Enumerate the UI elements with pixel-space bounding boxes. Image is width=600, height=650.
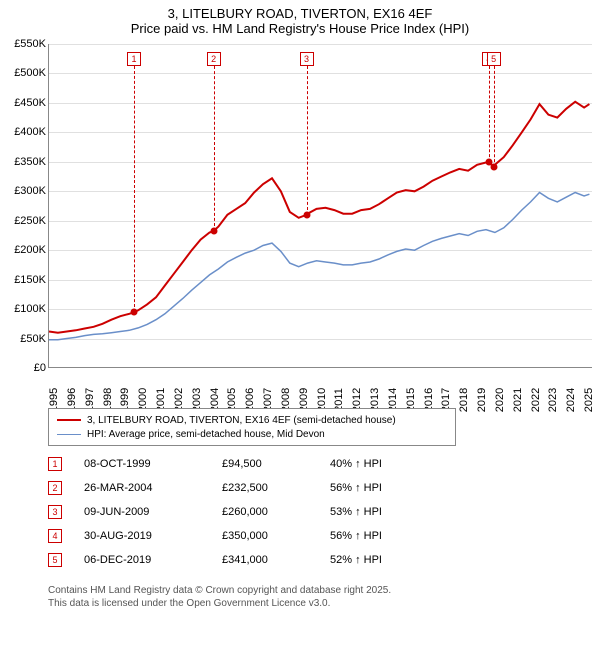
marker-dash-line: [307, 66, 308, 215]
marker-dot: [303, 211, 310, 218]
hpi-delta: 40% ↑ HPI: [330, 458, 430, 470]
series-line: [49, 193, 589, 340]
y-tick-label: £250K: [4, 215, 46, 227]
sale-date: 09-JUN-2009: [84, 506, 222, 518]
title-line-2: Price paid vs. HM Land Registry's House …: [0, 21, 600, 36]
row-number-box: 4: [48, 529, 62, 543]
y-tick-label: £450K: [4, 97, 46, 109]
table-row: 3 09-JUN-2009£260,00053% ↑ HPI: [48, 500, 430, 524]
y-tick-label: £100K: [4, 303, 46, 315]
sale-price: £232,500: [222, 482, 330, 494]
legend-swatch: [57, 434, 81, 435]
row-number-box: 3: [48, 505, 62, 519]
footer-line-1: Contains HM Land Registry data © Crown c…: [48, 584, 391, 597]
row-number-box: 5: [48, 553, 62, 567]
legend-label: 3, LITELBURY ROAD, TIVERTON, EX16 4EF (s…: [87, 415, 396, 426]
marker-number-box: 5: [487, 52, 501, 66]
marker-dash-line: [489, 66, 490, 162]
row-number-box: 2: [48, 481, 62, 495]
legend-item: 3, LITELBURY ROAD, TIVERTON, EX16 4EF (s…: [57, 413, 447, 427]
sale-date: 08-OCT-1999: [84, 458, 222, 470]
hpi-delta: 56% ↑ HPI: [330, 530, 430, 542]
y-tick-label: £200K: [4, 244, 46, 256]
footer-line-2: This data is licensed under the Open Gov…: [48, 597, 391, 610]
line-series: [49, 44, 593, 368]
x-tick-label: 2019: [476, 388, 488, 412]
y-tick-label: £150K: [4, 274, 46, 286]
marker-dash-line: [134, 66, 135, 312]
x-tick-label: 2023: [547, 388, 559, 412]
sale-date: 06-DEC-2019: [84, 554, 222, 566]
sale-date: 26-MAR-2004: [84, 482, 222, 494]
x-tick-label: 2018: [458, 388, 470, 412]
x-tick-label: 2022: [530, 388, 542, 412]
y-tick-label: £550K: [4, 38, 46, 50]
y-tick-label: £400K: [4, 126, 46, 138]
hpi-delta: 56% ↑ HPI: [330, 482, 430, 494]
x-tick-label: 2025: [583, 388, 595, 412]
sale-price: £260,000: [222, 506, 330, 518]
legend: 3, LITELBURY ROAD, TIVERTON, EX16 4EF (s…: [48, 408, 456, 446]
marker-number-box: 1: [127, 52, 141, 66]
plot-area: 12345: [48, 44, 592, 368]
sale-price: £341,000: [222, 554, 330, 566]
table-row: 4 30-AUG-2019£350,00056% ↑ HPI: [48, 524, 430, 548]
marker-dot: [490, 164, 497, 171]
series-line: [49, 102, 589, 333]
marker-dot: [131, 309, 138, 316]
legend-swatch: [57, 419, 81, 421]
hpi-delta: 53% ↑ HPI: [330, 506, 430, 518]
sale-price: £350,000: [222, 530, 330, 542]
x-tick-label: 2024: [565, 388, 577, 412]
y-tick-label: £500K: [4, 67, 46, 79]
title-block: 3, LITELBURY ROAD, TIVERTON, EX16 4EF Pr…: [0, 0, 600, 38]
hpi-delta: 52% ↑ HPI: [330, 554, 430, 566]
sales-table: 1 08-OCT-1999£94,50040% ↑ HPI 2 26-MAR-2004…: [48, 452, 430, 572]
marker-dash-line: [214, 66, 215, 231]
y-tick-label: £300K: [4, 185, 46, 197]
marker-number-box: 3: [300, 52, 314, 66]
table-row: 2 26-MAR-2004£232,50056% ↑ HPI: [48, 476, 430, 500]
sale-price: £94,500: [222, 458, 330, 470]
sale-date: 30-AUG-2019: [84, 530, 222, 542]
table-row: 1 08-OCT-1999£94,50040% ↑ HPI: [48, 452, 430, 476]
marker-dot: [210, 228, 217, 235]
title-line-1: 3, LITELBURY ROAD, TIVERTON, EX16 4EF: [0, 6, 600, 21]
y-tick-label: £50K: [4, 333, 46, 345]
y-tick-label: £0: [4, 362, 46, 374]
x-tick-label: 2021: [512, 388, 524, 412]
x-tick-label: 2020: [494, 388, 506, 412]
marker-number-box: 2: [207, 52, 221, 66]
chart-container: 3, LITELBURY ROAD, TIVERTON, EX16 4EF Pr…: [0, 0, 600, 650]
footer: Contains HM Land Registry data © Crown c…: [48, 584, 391, 610]
y-tick-label: £350K: [4, 156, 46, 168]
legend-label: HPI: Average price, semi-detached house,…: [87, 429, 325, 440]
row-number-box: 1: [48, 457, 62, 471]
table-row: 5 06-DEC-2019£341,00052% ↑ HPI: [48, 548, 430, 572]
marker-dash-line: [494, 66, 495, 167]
legend-item: HPI: Average price, semi-detached house,…: [57, 427, 447, 441]
